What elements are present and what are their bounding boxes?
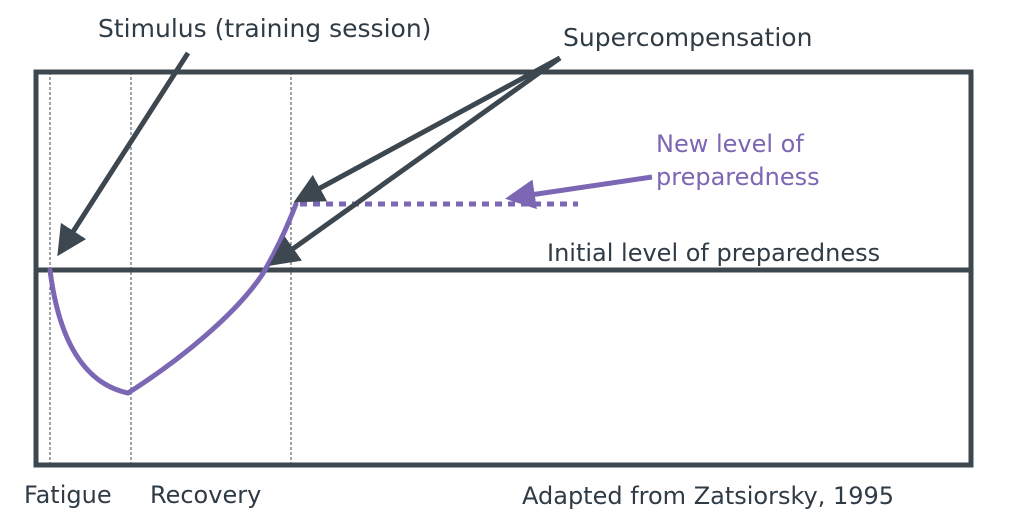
stimulus-arrow <box>57 51 191 257</box>
fatigue-label: Fatigue <box>24 481 112 509</box>
new-level-line-2: preparedness <box>656 163 820 191</box>
new-level-line-1: New level of <box>656 130 804 158</box>
new-level-label: New level of preparedness <box>656 128 820 194</box>
supercompensation-arrow-to-baseline <box>268 55 562 266</box>
stimulus-label: Stimulus (training session) <box>98 14 432 43</box>
preparedness-curve <box>47 201 299 396</box>
initial-level-label: Initial level of preparedness <box>547 239 881 267</box>
source-label: Adapted from Zatsiorsky, 1995 <box>522 482 895 510</box>
supercompensation-label: Supercompensation <box>563 23 813 52</box>
new-level-arrow <box>505 174 653 210</box>
recovery-label: Recovery <box>150 481 262 509</box>
supercompensation-arrow-to-peak <box>293 55 562 203</box>
